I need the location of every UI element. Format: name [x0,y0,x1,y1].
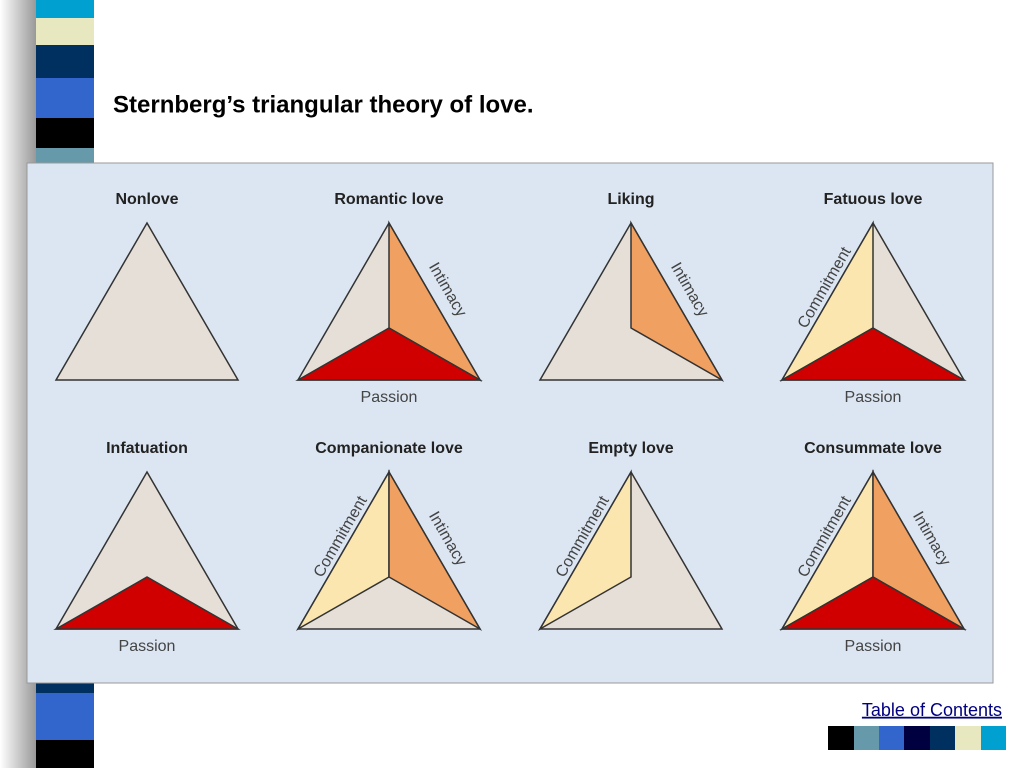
slide-title: Sternberg’s triangular theory of love. [113,91,534,118]
passion-face [779,576,967,630]
passion-label: Passion [845,638,902,655]
intimacy-face [388,469,483,632]
passion-face [295,327,483,381]
panel-title: Romantic love [334,191,443,208]
passion-face [779,327,967,381]
passion-face [53,576,241,630]
passion-label: Passion [361,389,418,406]
panel-title: Nonlove [115,191,178,208]
triangle [54,221,240,381]
passion-label: Passion [845,389,902,406]
toc-link[interactable]: Table of Contents [862,700,1002,720]
panel-title: Liking [607,191,654,208]
panel-title: Companionate love [315,440,463,457]
color-swatches [828,726,1006,750]
intimacy-face [630,220,725,383]
panel-title: Consummate love [804,440,942,457]
toc-link-text[interactable]: Table of Contents [862,700,1002,720]
panel-title: Fatuous love [824,191,923,208]
passion-label: Passion [119,638,176,655]
panel-title: Infatuation [106,440,188,457]
panel-title: Empty love [588,440,673,457]
commitment-face [537,469,632,632]
